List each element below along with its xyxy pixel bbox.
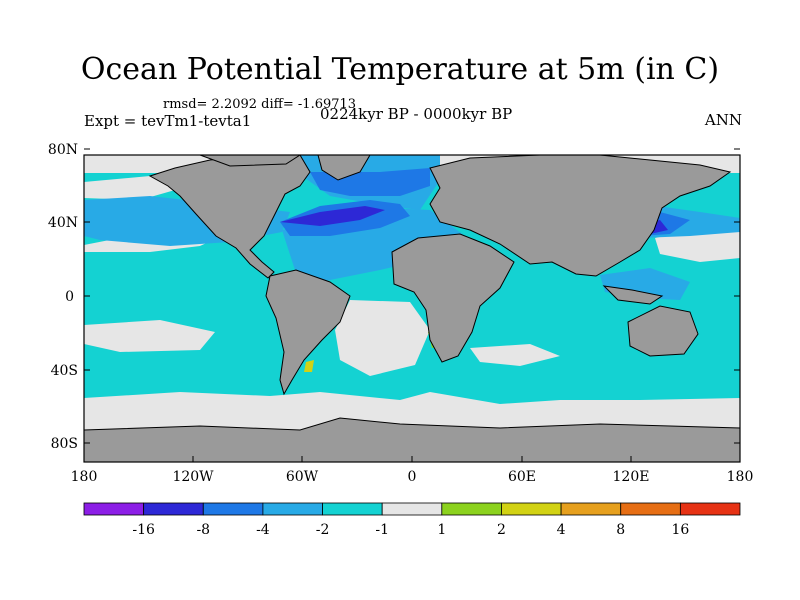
colorbar-swatch [202, 502, 264, 516]
map-area: 80N 40N 0 40S 80S 180 120W 60W 0 60E 120… [48, 142, 753, 485]
land-africa [391, 233, 515, 363]
lon-label-60w: 60W [286, 469, 319, 485]
colorbar-swatch [381, 502, 443, 516]
longitude-labels: 180 120W 60W 0 60E 120E 180 [71, 469, 754, 485]
lon-label-0: 0 [408, 469, 417, 485]
colorbar-label: -8 [196, 522, 210, 538]
land-south-america [265, 269, 351, 396]
colorbar-swatch [560, 502, 622, 516]
colorbar-label: -2 [316, 522, 330, 538]
colorbar-swatch [620, 502, 681, 516]
lat-label-40n: 40N [48, 215, 78, 231]
colorbar-label: -16 [132, 522, 155, 538]
season-label: ANN [704, 111, 742, 129]
colorbar-label: 1 [437, 522, 446, 538]
colorbar-swatch [441, 502, 502, 516]
lon-label-180w: 180 [71, 469, 98, 485]
lat-label-80s: 80S [51, 436, 78, 452]
lon-label-60e: 60E [508, 469, 536, 485]
colorbar-label: 8 [616, 522, 625, 538]
colorbar-label: -4 [256, 522, 270, 538]
lat-label-80n: 80N [48, 142, 78, 158]
period-label: 0224kyr BP - 0000kyr BP [320, 105, 513, 123]
colorbar-label: 4 [557, 522, 566, 538]
lon-label-120e: 120E [613, 469, 650, 485]
rmsd-diff-stats: rmsd= 2.2092 diff= -1.69713 [163, 97, 357, 112]
lat-label-40s: 40S [51, 363, 78, 379]
land-eurasia [429, 154, 732, 277]
colorbar-label: 16 [671, 522, 689, 538]
colorbar-label: -1 [375, 522, 389, 538]
land-indonesia [602, 285, 664, 305]
colorbar-swatch [322, 502, 383, 516]
lon-label-120w: 120W [172, 469, 214, 485]
colorbar-swatch [501, 502, 562, 516]
colorbar-label: 2 [497, 522, 506, 538]
colorbar-swatch [679, 502, 741, 516]
experiment-label: Expt = tevTm1-tevta1 [84, 112, 252, 130]
colorbar: -16 -8 -4 -2 -1 1 2 4 8 16 [83, 502, 741, 538]
colorbar-swatch [83, 502, 145, 516]
lon-label-180e: 180 [727, 469, 754, 485]
land-masses [83, 154, 741, 463]
land-australia [627, 305, 699, 357]
colorbar-swatch [262, 502, 323, 516]
tick-marks [83, 148, 741, 462]
lat-label-0: 0 [65, 289, 74, 305]
chart-title: Ocean Potential Temperature at 5m (in C) [80, 52, 720, 87]
latitude-labels: 80N 40N 0 40S 80S [48, 142, 78, 452]
colorbar-swatch [143, 502, 204, 516]
